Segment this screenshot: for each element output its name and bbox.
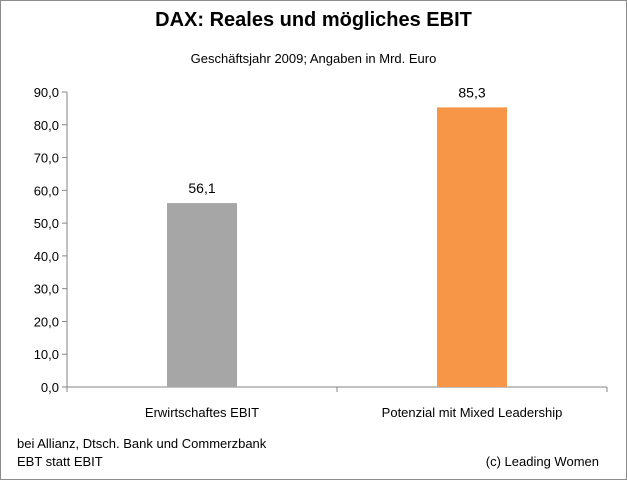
y-tick-label: 50,0 <box>34 216 59 231</box>
footnote: bei Allianz, Dtsch. Bank und Commerzbank… <box>17 435 266 471</box>
y-tick-label: 0,0 <box>41 380 59 395</box>
chart-labels: 56,1 Erwirtschaftes EBIT 85,3 Potenzial mit… <box>145 84 562 420</box>
y-tick-label: 70,0 <box>34 151 59 166</box>
y-tick-label: 60,0 <box>34 183 59 198</box>
bar-data-label: 56,1 <box>188 180 215 196</box>
y-tick-label: 20,0 <box>34 314 59 329</box>
footnote-line-1: bei Allianz, Dtsch. Bank und Commerzbank <box>17 436 267 451</box>
copyright-credit: (c) Leading Women <box>485 454 599 469</box>
y-tick-label: 80,0 <box>34 118 59 133</box>
y-tick-label: 10,0 <box>34 347 59 362</box>
chart-title: DAX: Reales und mögliches EBIT <box>155 9 472 31</box>
y-tick-label: 90,0 <box>34 85 59 100</box>
y-tick-label: 30,0 <box>34 282 59 297</box>
chart-subtitle: Geschäftsjahr 2009; Angaben in Mrd. Euro <box>190 51 437 66</box>
x-category-label: Potenzial mit Mixed Leadership <box>382 405 563 420</box>
chart-axes: 0,0 10,0 20,0 30,0 40,0 50,0 60,0 70,0 80,0 90,0 <box>34 85 608 395</box>
y-tick-label: 40,0 <box>34 249 59 264</box>
chart-bars <box>167 107 507 388</box>
bar-1 <box>167 203 237 387</box>
bar-2 <box>437 107 507 388</box>
x-category-label: Erwirtschaftes EBIT <box>145 405 259 420</box>
bar-data-label: 85,3 <box>458 84 485 100</box>
footnote-line-2: EBT statt EBIT <box>17 454 103 469</box>
